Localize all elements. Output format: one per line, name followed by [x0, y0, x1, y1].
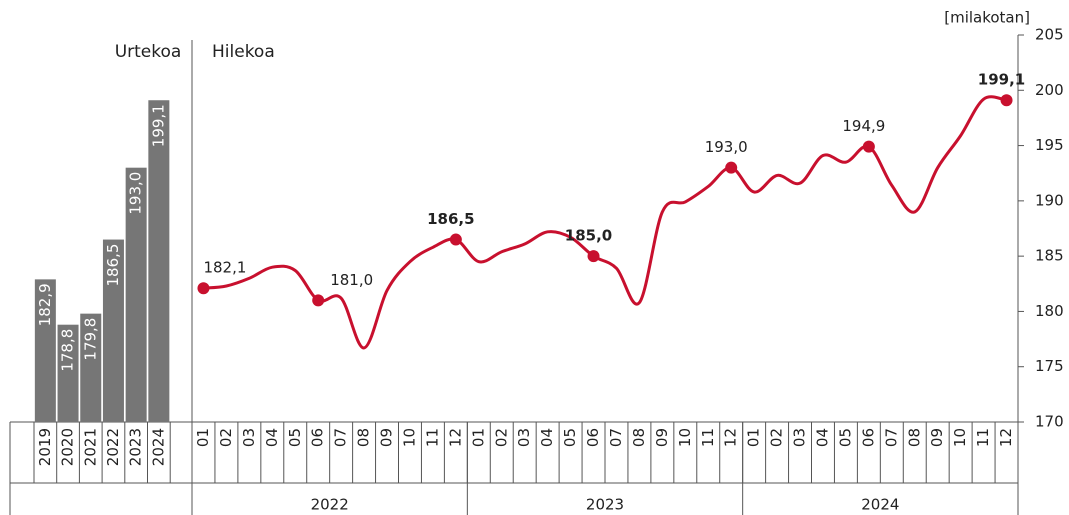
x-tick-label: 05: [286, 428, 304, 447]
group-label: 2024: [861, 496, 899, 514]
x-tick-label: 2024: [149, 428, 167, 466]
value-label: 199,1: [149, 104, 167, 147]
value-label: 186,5: [104, 244, 122, 287]
x-tick-label: 07: [607, 428, 625, 447]
value-label: 185,0: [565, 227, 612, 245]
x-tick-label: 04: [813, 428, 831, 447]
x-tick-label: 12: [722, 428, 740, 447]
point: [449, 233, 462, 246]
value-label: 178,8: [59, 329, 77, 372]
x-tick-label: 01: [194, 428, 212, 447]
bar: [57, 324, 79, 422]
bar: [102, 239, 124, 422]
x-tick-label: 04: [538, 428, 556, 447]
x-tick-label: 01: [745, 428, 763, 447]
x-tick-label: 06: [584, 428, 602, 447]
x-tick-label: 02: [492, 428, 510, 447]
x-tick-label: 07: [332, 428, 350, 447]
x-tick-label: 2022: [104, 428, 122, 466]
y-tick-label: 195: [1035, 136, 1064, 154]
y-tick-label: 180: [1035, 302, 1064, 320]
point: [1000, 94, 1013, 107]
x-tick-label: 02: [217, 428, 235, 447]
point: [312, 294, 325, 307]
x-tick-label: 12: [446, 428, 464, 447]
group-label: 2023: [586, 496, 624, 514]
value-label: 181,0: [330, 271, 373, 289]
x-tick-label: 03: [240, 428, 258, 447]
point: [725, 161, 738, 174]
y-tick-label: 175: [1035, 357, 1064, 375]
x-tick-label: 11: [699, 428, 717, 447]
bar: [80, 313, 102, 422]
value-label: 182,9: [36, 283, 54, 326]
x-tick-label: 03: [515, 428, 533, 447]
y-tick-label: 205: [1035, 26, 1064, 44]
bar: [34, 279, 56, 422]
bar: [148, 100, 170, 422]
panel-title: Hilekoa: [212, 42, 275, 62]
x-tick-label: 01: [469, 428, 487, 447]
x-tick-label: 05: [836, 428, 854, 447]
x-tick-label: 2021: [81, 428, 99, 466]
x-tick-label: 12: [997, 428, 1015, 447]
y-tick-label: 190: [1035, 191, 1064, 209]
x-tick-label: 07: [882, 428, 900, 447]
value-label: 193,0: [705, 138, 748, 156]
x-tick-label: 11: [423, 428, 441, 447]
x-tick-label: 11: [974, 428, 992, 447]
x-tick-label: 09: [378, 428, 396, 447]
x-tick-label: 02: [768, 428, 786, 447]
value-label: 199,1: [978, 71, 1025, 89]
axis-label: [milakotan]: [944, 9, 1030, 27]
point: [197, 282, 210, 295]
x-tick-label: 2023: [127, 428, 145, 466]
x-tick-label: 10: [676, 428, 694, 447]
x-tick-label: 10: [951, 428, 969, 447]
panel-title: Urtekoa: [115, 42, 182, 62]
x-tick-label: 09: [928, 428, 946, 447]
y-tick-label: 170: [1035, 413, 1064, 431]
x-tick-label: 08: [630, 428, 648, 447]
y-tick-label: 185: [1035, 247, 1064, 265]
value-label: 193,0: [127, 172, 145, 215]
value-label: 182,1: [203, 259, 246, 277]
x-tick-label: 08: [355, 428, 373, 447]
value-label: 194,9: [842, 117, 885, 135]
x-tick-label: 2019: [36, 428, 54, 466]
point: [862, 140, 875, 153]
x-tick-label: 03: [791, 428, 809, 447]
x-tick-label: 09: [653, 428, 671, 447]
line: [203, 95, 1007, 350]
x-tick-label: 05: [561, 428, 579, 447]
point: [587, 250, 600, 263]
x-tick-label: 06: [859, 428, 877, 447]
value-label: 186,5: [427, 210, 474, 228]
group-label: 2022: [311, 496, 349, 514]
x-tick-label: 2020: [59, 428, 77, 466]
x-tick-label: 10: [400, 428, 418, 447]
x-tick-label: 08: [905, 428, 923, 447]
bar: [125, 167, 147, 422]
x-tick-label: 06: [309, 428, 327, 447]
x-tick-label: 04: [263, 428, 281, 447]
y-tick-label: 200: [1035, 81, 1064, 99]
value-label: 179,8: [81, 318, 99, 361]
